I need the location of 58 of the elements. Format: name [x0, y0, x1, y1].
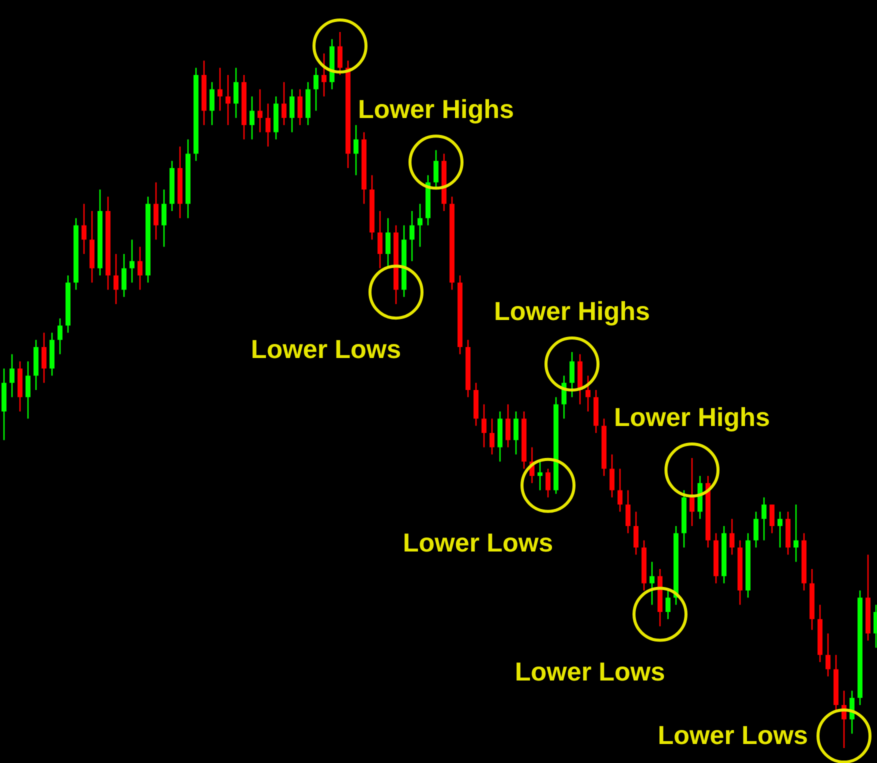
candlestick: [546, 468, 550, 498]
annotation: Lower Highs: [358, 94, 514, 124]
candlestick: [378, 210, 382, 269]
annotation: Lower Highs: [614, 402, 770, 432]
candlestick: [418, 203, 422, 248]
candlestick: [514, 410, 518, 456]
candlestick: [338, 31, 342, 76]
candlestick: [82, 203, 86, 255]
candlestick: [298, 88, 302, 126]
candlestick: [690, 457, 694, 527]
annotation: Lower Lows: [514, 656, 666, 686]
annotation: Lower Lows: [402, 527, 554, 558]
candlestick: [762, 496, 766, 542]
candlestick: [58, 318, 62, 355]
candlestick: [794, 504, 798, 562]
candlestick: [586, 375, 590, 412]
candlestick: [314, 67, 318, 112]
candlestick: [282, 81, 286, 126]
candlestick: [666, 590, 670, 620]
candlestick: [234, 67, 238, 119]
candlestick: [250, 96, 254, 140]
candlestick: [10, 354, 14, 398]
candlestick: [162, 188, 166, 248]
candlestick: [650, 561, 654, 606]
candlestick: [626, 490, 630, 534]
candlestick: [754, 511, 758, 548]
candlestick: [354, 124, 358, 176]
candlestick: [826, 632, 830, 678]
candlestick: [258, 88, 262, 133]
annotation: Lower Lows: [250, 334, 402, 364]
candlestick: [322, 52, 326, 98]
candlestick: [226, 74, 230, 126]
candlestick: [290, 88, 294, 133]
candlestick: [122, 253, 126, 298]
candlestick: [386, 218, 390, 269]
candlestick: [506, 404, 510, 448]
candlestick: [410, 210, 414, 262]
candlestick: [778, 511, 782, 548]
candlestick: [730, 518, 734, 556]
candlestick: [538, 460, 542, 491]
candlestick: [610, 454, 614, 498]
annotation: Lower Highs: [494, 296, 650, 326]
candlestick: [570, 351, 574, 398]
candlestick: [130, 238, 134, 284]
candlestick: [618, 468, 622, 512]
annotation: Lower Lows: [658, 720, 808, 750]
candlestick: [218, 67, 222, 112]
candlestick: [42, 332, 46, 384]
candlestick: [634, 511, 638, 556]
candlestick: [138, 246, 142, 290]
candlestick: [154, 182, 158, 240]
candlestick: [210, 81, 214, 126]
candlestick: [266, 102, 270, 148]
candlestick: [482, 404, 486, 448]
candlestick: [770, 504, 774, 534]
candlestick: [114, 253, 118, 305]
candlestick: [26, 360, 30, 420]
candlestick: [490, 418, 494, 456]
